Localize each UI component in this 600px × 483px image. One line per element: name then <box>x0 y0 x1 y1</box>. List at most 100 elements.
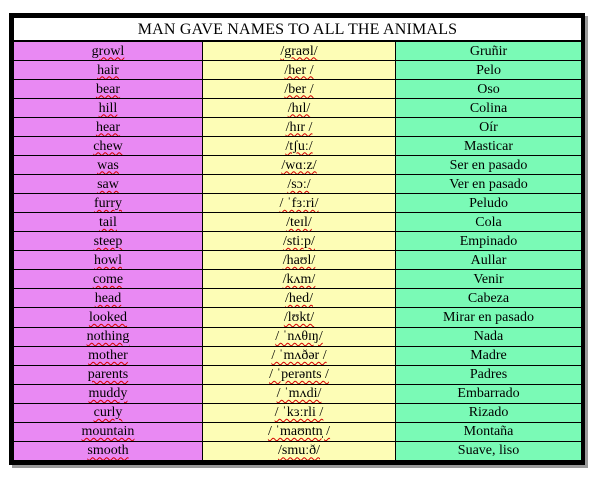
english-word-cell: hill <box>13 98 203 119</box>
english-word-cell: hear <box>13 117 203 138</box>
ipa-transcription: / ˈmʌðər / <box>271 348 327 364</box>
table-title: MAN GAVE NAMES TO ALL THE ANIMALS <box>12 17 583 42</box>
spanish-translation-cell: Rizado <box>394 402 583 423</box>
ipa-transcription-cell: /smuːð/ <box>202 440 396 462</box>
table-row: looked/lʊkt/Mirar en pasado <box>13 307 583 328</box>
english-word-cell: smooth <box>13 440 203 462</box>
english-word-cell: furry <box>13 193 203 214</box>
table-row: saw/sɔː/Ver en pasado <box>13 174 583 195</box>
spanish-translation: Rizado <box>468 405 509 421</box>
ipa-transcription-cell: /teɪl/ <box>202 212 396 233</box>
table-row: growl/graʊl/Gruñir <box>13 40 583 62</box>
english-word: parents <box>87 367 129 383</box>
english-word: come <box>92 271 124 287</box>
ipa-transcription: /her / <box>284 62 314 78</box>
spanish-translation: Mirar en pasado <box>443 309 534 325</box>
english-word: chew <box>93 138 123 154</box>
english-word-cell: muddy <box>13 383 203 404</box>
english-word-cell: steep <box>13 231 203 252</box>
ipa-transcription-cell: /hɪr / <box>202 117 396 138</box>
english-word: curly <box>93 405 123 421</box>
spanish-translation: Suave, liso <box>457 443 520 459</box>
ipa-transcription-cell: / ˈperənts / <box>202 364 396 385</box>
ipa-transcription: / ˈfɜːri/ <box>279 195 319 211</box>
ipa-transcription-cell: / ˈfɜːri/ <box>202 193 396 214</box>
vocabulary-table-frame: MAN GAVE NAMES TO ALL THE ANIMALS growl /… <box>9 13 585 465</box>
english-word-cell: mother <box>13 345 203 366</box>
spanish-translation: Venir <box>473 271 504 287</box>
english-word-cell: mountain <box>13 421 203 442</box>
ipa-transcription: /stiːp/ <box>283 233 315 249</box>
table-row: muddy / ˈmʌdi/Embarrado <box>13 383 583 404</box>
ipa-transcription: / ˈkɜːrli / <box>274 405 324 421</box>
table-row: howl/haʊl/Aullar <box>13 250 583 271</box>
ipa-transcription: /ber / <box>284 81 314 97</box>
ipa-transcription-cell: / ˈmʌdi/ <box>202 383 396 404</box>
spanish-translation-cell: Ser en pasado <box>394 155 583 176</box>
spanish-translation: Aullar <box>470 252 507 268</box>
spanish-translation: Peludo <box>469 195 508 211</box>
ipa-transcription: /hɪl/ <box>287 100 311 116</box>
table-row: furry / ˈfɜːri/Peludo <box>13 193 583 214</box>
english-word-cell: come <box>13 269 203 290</box>
ipa-transcription: /lʊkt/ <box>283 309 315 325</box>
spanish-translation-cell: Ver en pasado <box>394 174 583 195</box>
ipa-transcription-cell: /graʊl/ <box>202 40 396 62</box>
english-word: smooth <box>87 443 129 459</box>
ipa-transcription: /teɪl/ <box>286 214 312 230</box>
ipa-transcription: / ˈmʌdi/ <box>276 386 322 402</box>
spanish-translation-cell: Cabeza <box>394 288 583 309</box>
english-word: hair <box>97 62 119 78</box>
ipa-transcription: /wɑːz/ <box>281 157 317 173</box>
english-word: growl <box>91 43 125 59</box>
table-row: head/hed/Cabeza <box>13 288 583 309</box>
english-word: hill <box>98 100 118 116</box>
english-word: nothing <box>86 329 130 345</box>
table-row: curly / ˈkɜːrli / Rizado <box>13 402 583 423</box>
table-row: hear/hɪr / Oír <box>13 117 583 138</box>
english-word-cell: howl <box>13 250 203 271</box>
ipa-transcription: / ˈnʌθɪŋ/ <box>275 329 323 345</box>
spanish-translation: Empinado <box>459 233 518 249</box>
spanish-translation: Ser en pasado <box>449 157 528 173</box>
english-word: head <box>94 290 122 306</box>
ipa-transcription-cell: /haʊl/ <box>202 250 396 271</box>
table-row: tail/teɪl/Cola <box>13 212 583 233</box>
ipa-transcription: /tʃuː/ <box>285 138 313 154</box>
spanish-translation: Ver en pasado <box>449 176 528 192</box>
table-row: mountain / ˈmaʊntn̩ / Montaña <box>13 421 583 442</box>
spanish-translation: Nada <box>473 329 504 345</box>
spanish-translation-cell: Padres <box>394 364 583 385</box>
spanish-translation-cell: Mirar en pasado <box>394 307 583 328</box>
table-row: nothing / ˈnʌθɪŋ/Nada <box>13 326 583 347</box>
english-word-cell: tail <box>13 212 203 233</box>
title-row: MAN GAVE NAMES TO ALL THE ANIMALS <box>12 17 583 42</box>
spanish-translation: Oír <box>479 119 498 135</box>
english-word-cell: head <box>13 288 203 309</box>
spanish-translation: Gruñir <box>469 43 508 59</box>
ipa-transcription-cell: /hɪl/ <box>202 98 396 119</box>
spanish-translation-cell: Aullar <box>394 250 583 271</box>
spanish-translation: Padres <box>469 367 508 383</box>
table-row: hill/hɪl/Colina <box>13 98 583 119</box>
table-row: chew/tʃuː/Masticar <box>13 136 583 157</box>
spanish-translation: Colina <box>469 100 508 116</box>
table-row: come/kʌm/Venir <box>13 269 583 290</box>
ipa-transcription-cell: /hed/ <box>202 288 396 309</box>
ipa-transcription: / ˈperənts / <box>269 367 329 383</box>
english-word-cell: nothing <box>13 326 203 347</box>
table-row: was/wɑːz/Ser en pasado <box>13 155 583 176</box>
spanish-translation-cell: Masticar <box>394 136 583 157</box>
spanish-translation-cell: Gruñir <box>394 40 583 62</box>
table-row: parents / ˈperənts / Padres <box>13 364 583 385</box>
english-word: furry <box>94 195 122 211</box>
spanish-translation: Montaña <box>463 424 514 440</box>
english-word-cell: was <box>13 155 203 176</box>
vocabulary-table: MAN GAVE NAMES TO ALL THE ANIMALS growl /… <box>12 17 583 462</box>
ipa-transcription: /smuːð/ <box>277 443 320 459</box>
spanish-translation-cell: Cola <box>394 212 583 233</box>
spanish-translation-cell: Montaña <box>394 421 583 442</box>
ipa-transcription-cell: /ber / <box>202 79 396 100</box>
spanish-translation-cell: Oír <box>394 117 583 138</box>
table-row: mother / ˈmʌðər / Madre <box>13 345 583 366</box>
